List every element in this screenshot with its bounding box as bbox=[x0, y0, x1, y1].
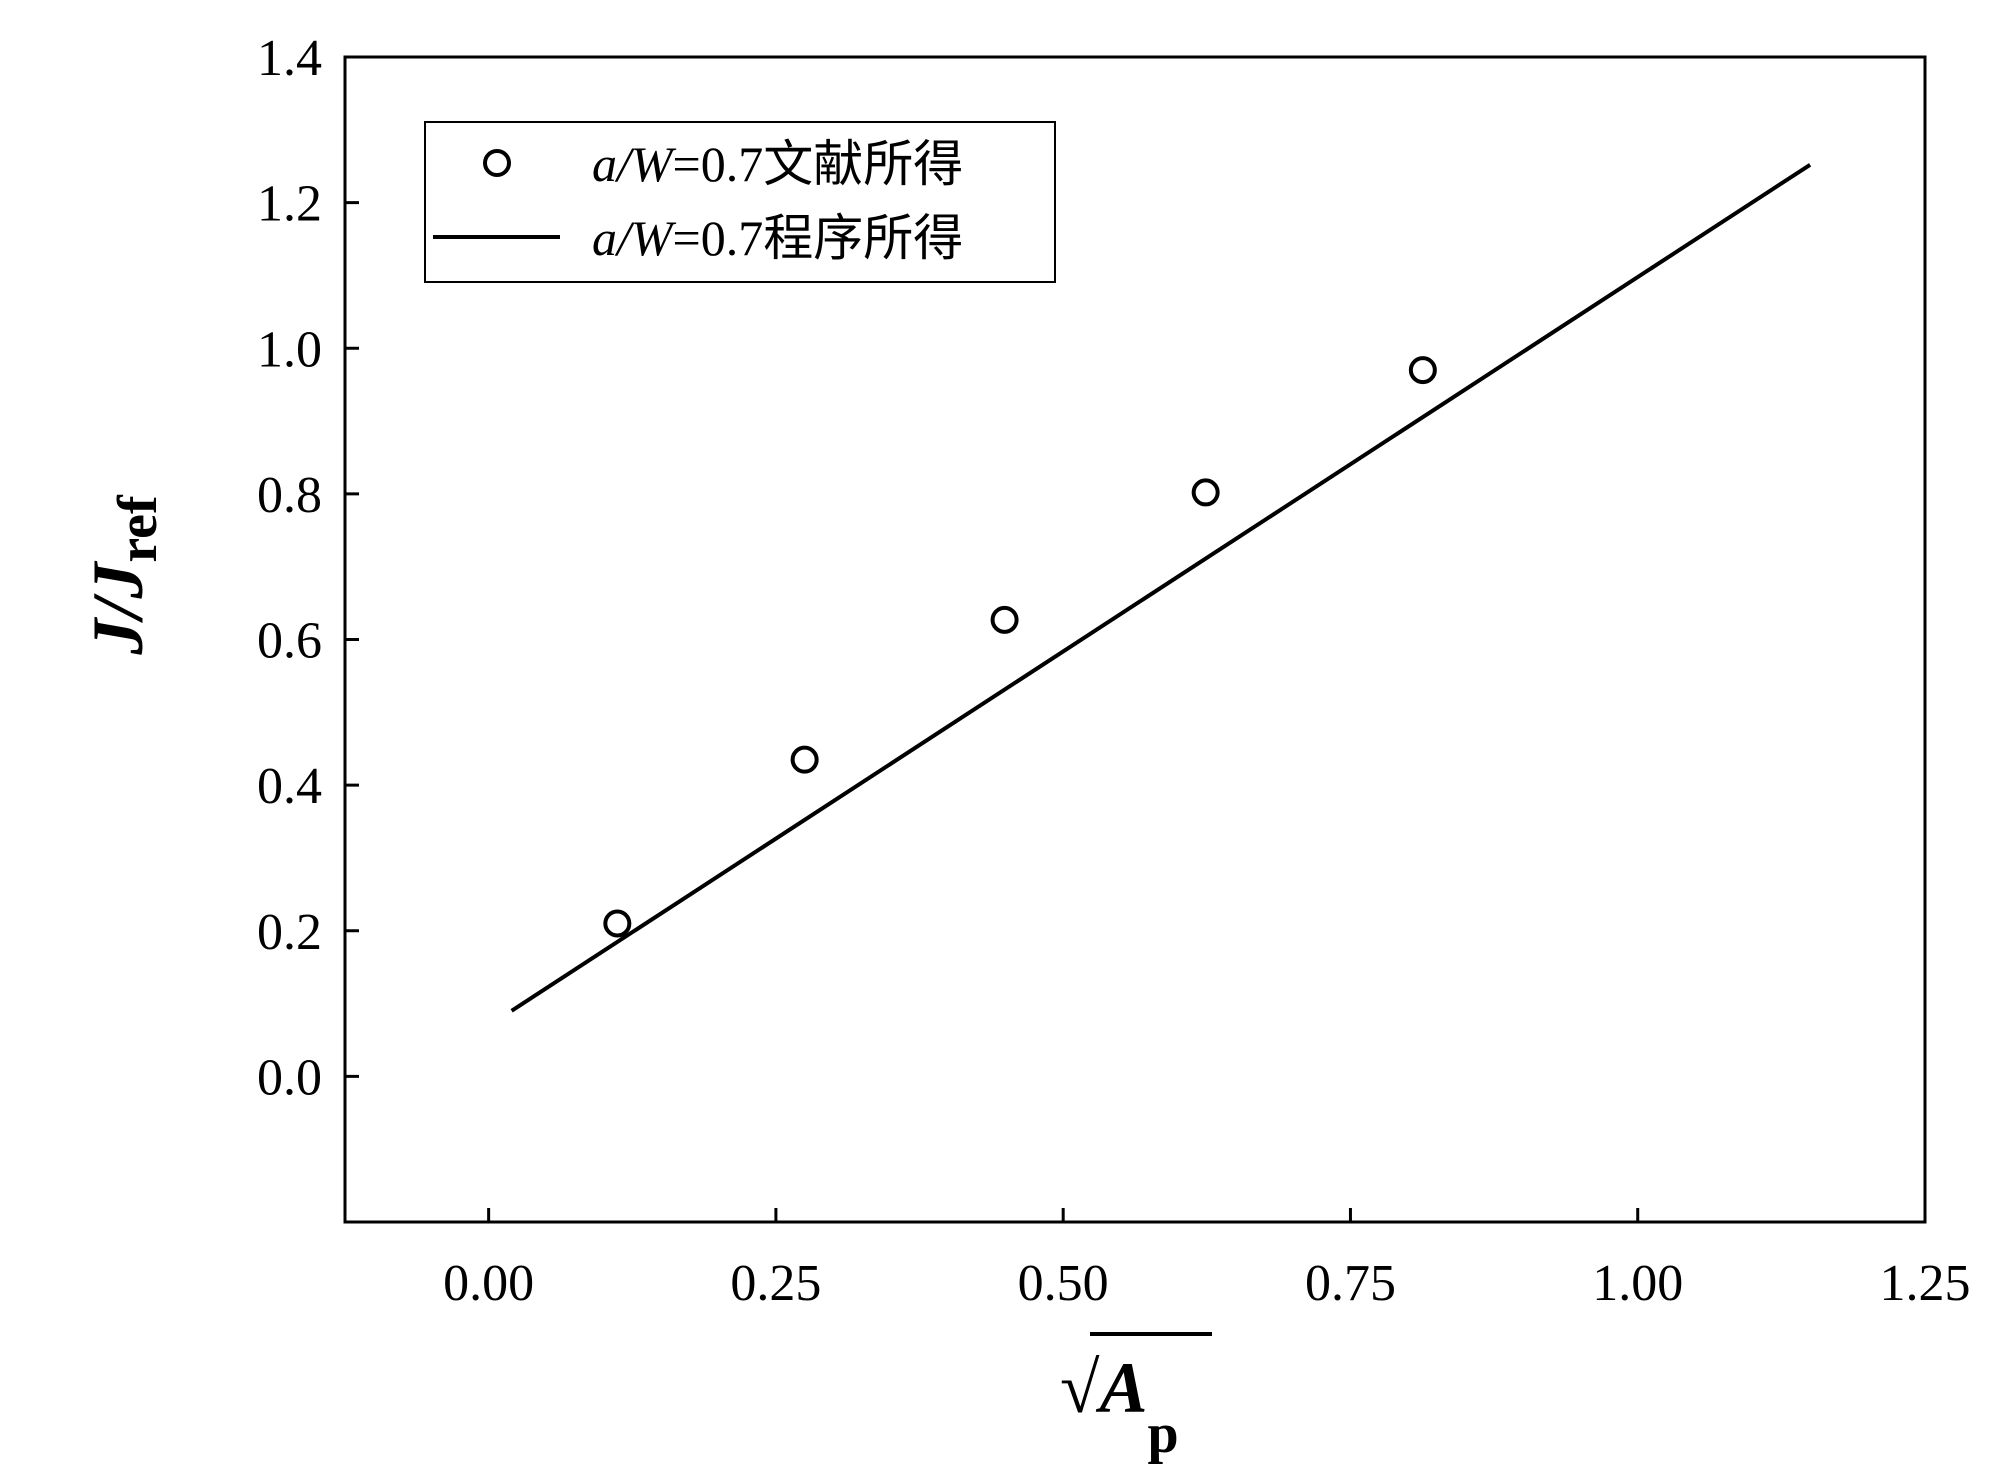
y-tick-label: 0.2 bbox=[257, 904, 322, 961]
x-axis-title-radical: √ bbox=[1060, 1348, 1100, 1428]
y-tick-label: 1.0 bbox=[257, 321, 322, 378]
y-tick-label: 0.0 bbox=[257, 1049, 322, 1106]
x-tick-label: 0.00 bbox=[443, 1255, 534, 1312]
x-axis-ticks: 0.00 0.25 0.50 0.75 1.00 1.25 bbox=[443, 1208, 1971, 1312]
data-point bbox=[790, 745, 819, 774]
legend-label-1-italic: a/W bbox=[592, 210, 677, 266]
legend-label-0-italic: a/W bbox=[592, 136, 677, 192]
x-tick-label: 1.00 bbox=[1592, 1255, 1683, 1312]
series-layer bbox=[510, 163, 1812, 1013]
y-axis-ticks: 0.0 0.2 0.4 0.6 0.8 1.0 1.2 1.4 bbox=[257, 30, 359, 1106]
data-point bbox=[990, 605, 1019, 634]
data-point bbox=[603, 909, 632, 938]
y-tick-label: 0.4 bbox=[257, 758, 322, 815]
legend-marker-circle bbox=[483, 149, 511, 177]
x-axis-title-text: √Ap bbox=[1060, 1348, 1179, 1465]
legend-label-1: a/W=0.7程序所得 bbox=[592, 210, 963, 266]
fit-line bbox=[510, 163, 1812, 1013]
x-tick-label: 0.25 bbox=[730, 1255, 821, 1312]
y-tick-label: 0.8 bbox=[257, 467, 322, 524]
x-tick-label: 0.50 bbox=[1018, 1255, 1109, 1312]
legend-box bbox=[424, 121, 1056, 283]
x-axis-title: √Ap bbox=[1060, 1332, 1212, 1465]
x-tick-label: 1.25 bbox=[1880, 1255, 1971, 1312]
x-axis-title-sub: p bbox=[1148, 1403, 1179, 1465]
y-tick-label: 1.2 bbox=[257, 176, 322, 233]
y-axis-title-main: J/J bbox=[78, 561, 158, 656]
y-axis-title: J/Jref bbox=[78, 494, 169, 656]
legend-label-0-rest: =0.7文献所得 bbox=[673, 136, 964, 192]
legend-label-1-rest: =0.7程序所得 bbox=[673, 210, 964, 266]
x-axis-title-main: A bbox=[1096, 1348, 1148, 1428]
legend: a/W=0.7文献所得 a/W=0.7程序所得 bbox=[424, 121, 1056, 283]
y-axis-title-sub: ref bbox=[107, 494, 169, 563]
data-point bbox=[1191, 478, 1220, 507]
y-tick-label: 0.6 bbox=[257, 613, 322, 670]
x-tick-label: 0.75 bbox=[1305, 1255, 1396, 1312]
legend-label-0: a/W=0.7文献所得 bbox=[592, 136, 963, 192]
data-point bbox=[1408, 356, 1437, 385]
y-tick-label: 1.4 bbox=[257, 30, 322, 87]
